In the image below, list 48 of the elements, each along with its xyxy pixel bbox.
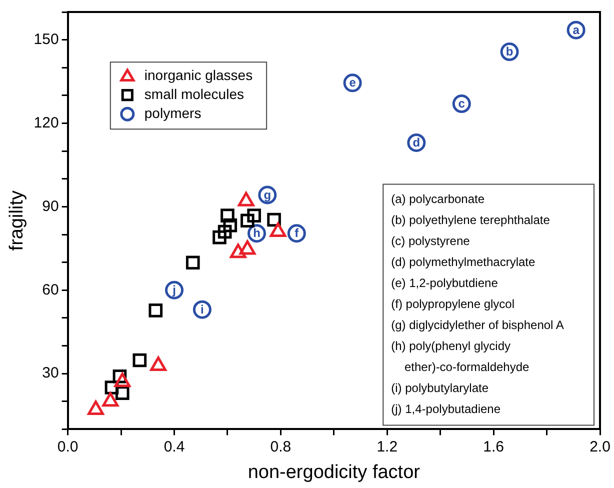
annotation: (h) poly(phenyl glycidy ether)-co-formaldehyde [391, 339, 530, 374]
x-tick-label: 1.2 [376, 438, 398, 456]
y-tick-label: 30 [42, 364, 59, 382]
y-axis-title: fragility [6, 190, 28, 251]
x-axis-title: non-ergodicity factor [248, 462, 421, 483]
y-tick-label: 120 [34, 114, 59, 132]
y-tick-label: 90 [42, 198, 59, 215]
point [247, 208, 261, 222]
point [218, 224, 232, 239]
annotation: d [412, 136, 420, 150]
y-tick-label: 150 [34, 30, 59, 48]
annotation: (g) diglycidylether of bisphenol A [391, 318, 564, 332]
annotation: (a) polycarbonate [391, 192, 485, 206]
point [212, 230, 226, 244]
point [240, 214, 254, 228]
point [186, 256, 200, 270]
annotation: b [506, 44, 514, 59]
x-tick-label: 0.8 [270, 438, 292, 456]
x-tick-label: 2.0 [590, 438, 610, 456]
annotation: f [294, 226, 300, 240]
annotation: a [572, 22, 580, 37]
x-tick-label: 0.0 [57, 438, 78, 456]
x-tick-label: 1.6 [483, 438, 504, 456]
annotation: e [349, 76, 356, 90]
annotation: (b) polyethylene terephthalate [391, 213, 550, 228]
annotation: (d) polymethylmethacrylate [391, 255, 536, 270]
y-tick-label: 60 [42, 281, 59, 298]
point [192, 300, 212, 319]
annotation: c [458, 96, 466, 111]
point [220, 208, 234, 222]
annotation: i [200, 302, 204, 316]
legend-label: small molecules [144, 86, 244, 102]
legend-label: polymers [144, 104, 202, 121]
point [132, 353, 147, 368]
point [223, 218, 238, 232]
legend-label: inorganic glasses [144, 66, 253, 83]
point [148, 304, 163, 318]
point [165, 280, 184, 300]
annotation: (c) polystyrene [391, 234, 470, 248]
annotation: (j) 1,4-polybutadiene [391, 402, 501, 416]
annotation: (e) 1,2-polybutdiene [391, 276, 498, 290]
annotation: (f) polypropylene glycol [391, 297, 515, 312]
annotation: h [253, 226, 260, 240]
x-tick-label: 0.4 [164, 438, 185, 456]
annotation: (i) polybutylarylate [391, 381, 489, 396]
annotation: g [264, 188, 272, 202]
point [115, 386, 130, 400]
annotation: j [172, 282, 176, 297]
